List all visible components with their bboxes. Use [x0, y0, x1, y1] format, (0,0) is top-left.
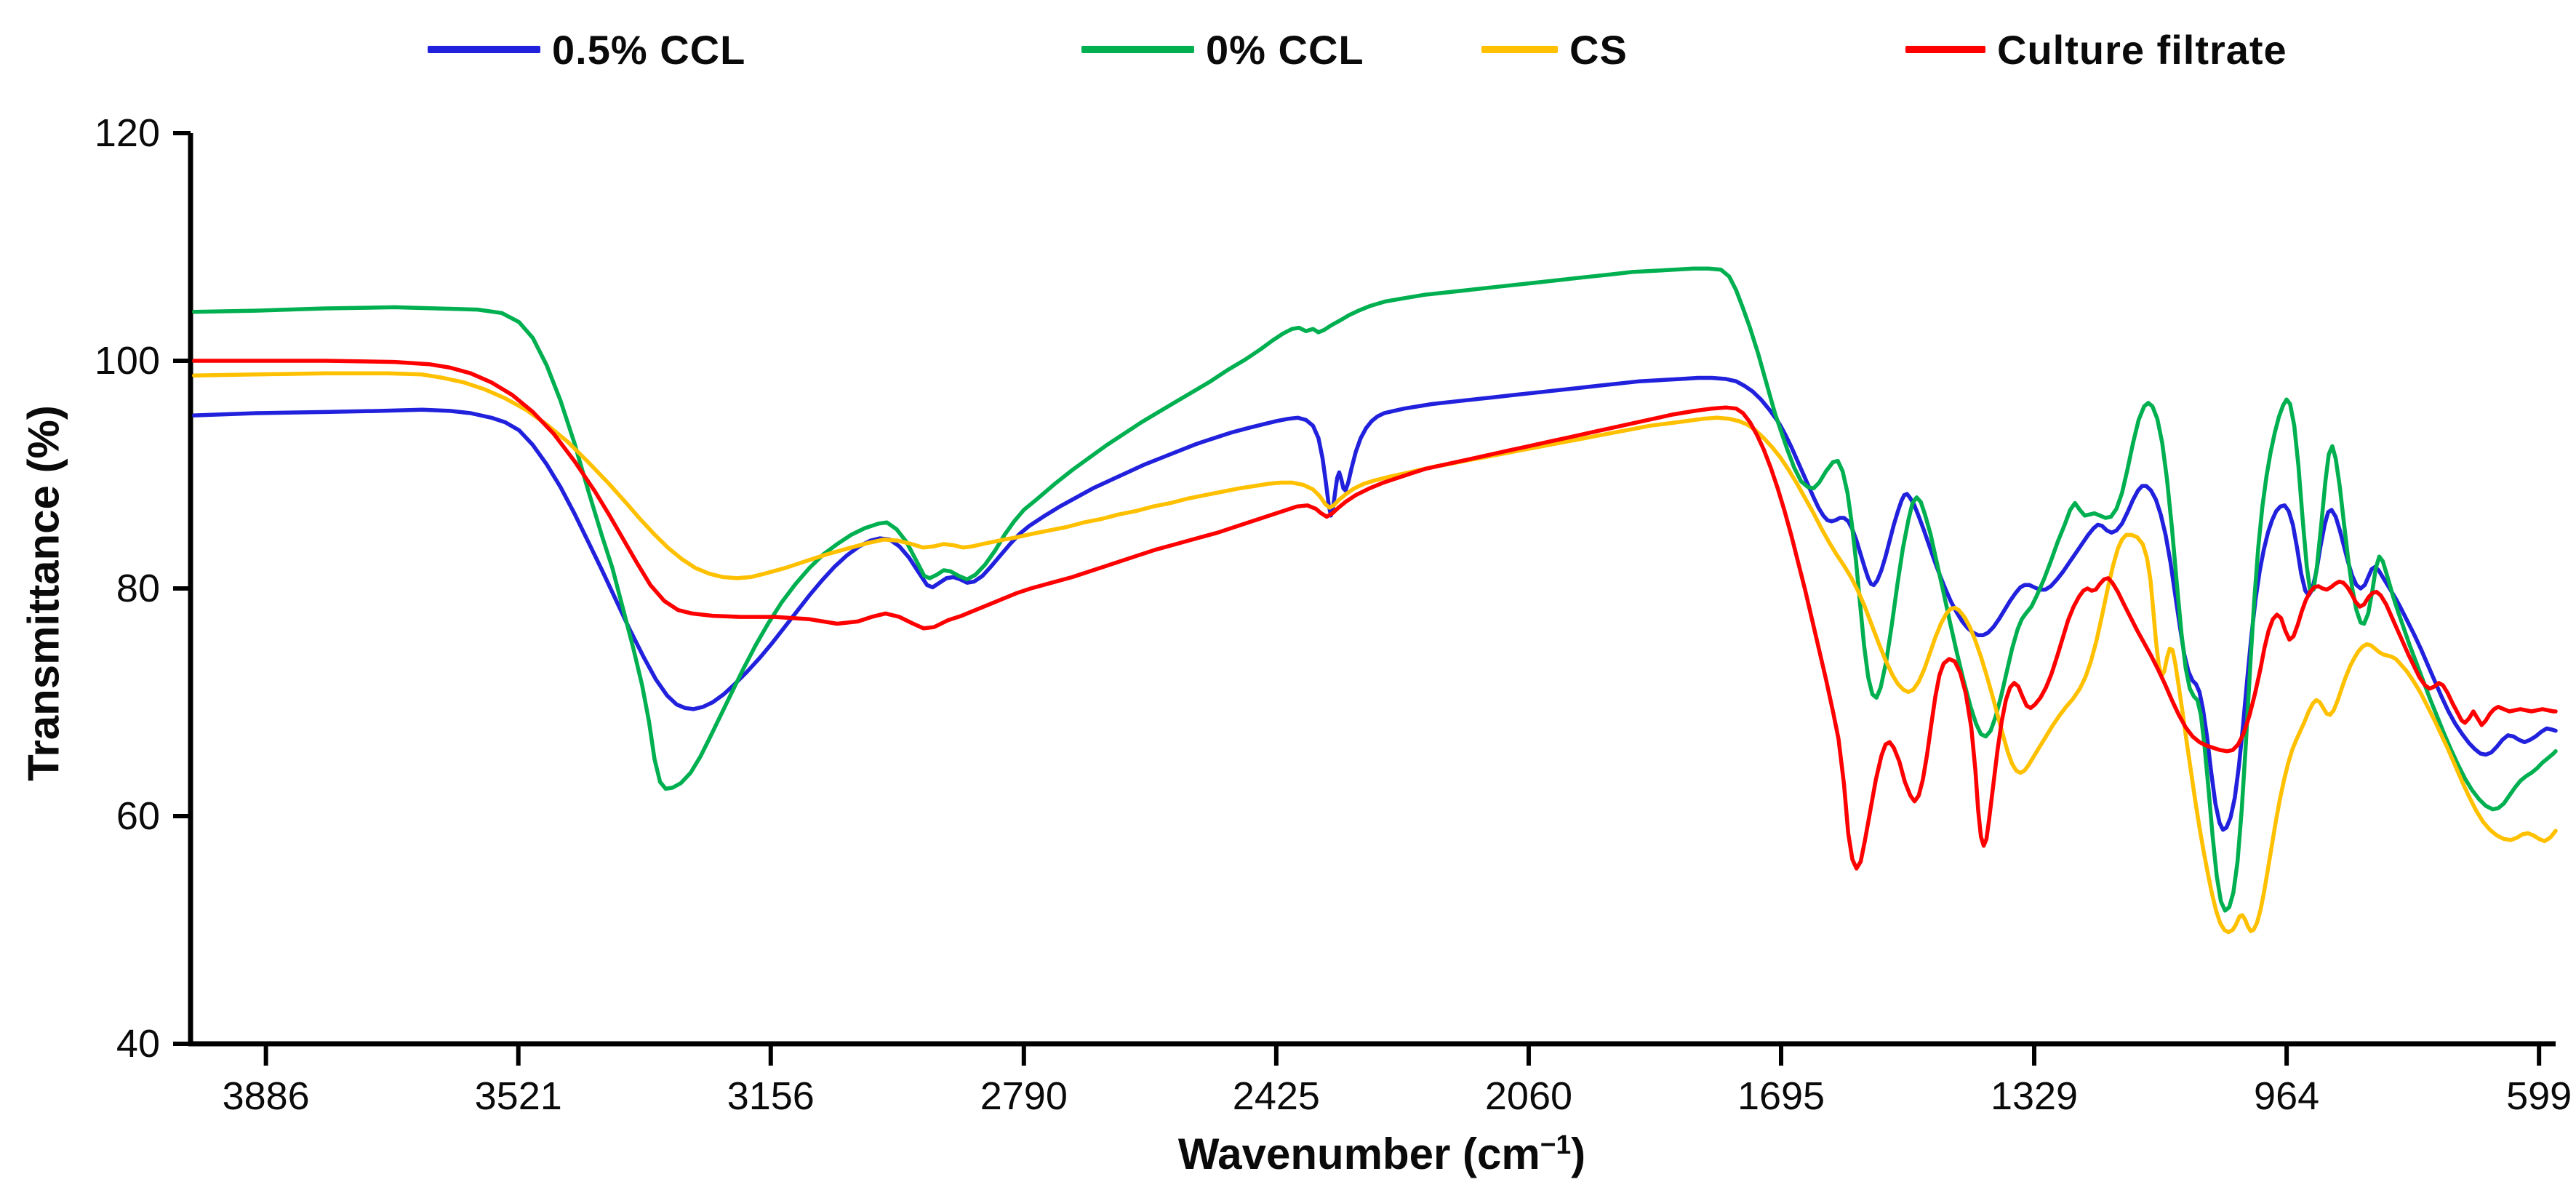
legend-item-culture-filtrate: Culture filtrate [1905, 22, 2287, 77]
spectrum-curve-0-5-ccl [192, 375, 2558, 832]
x-axis-title-close: ) [1571, 1130, 1586, 1178]
x-tick-label: 964 [2254, 1074, 2319, 1118]
legend-label: 0% CCL [1206, 26, 1364, 73]
x-tick-label: 1695 [1737, 1074, 1825, 1118]
x-tick-label: 3886 [223, 1074, 310, 1118]
y-tick-label: 60 [116, 794, 160, 838]
legend-item-05ccl: 0.5% CCL [428, 22, 745, 77]
y-tick-label: 80 [116, 567, 160, 610]
x-tick-label: 1329 [1991, 1074, 2078, 1118]
y-tick-label: 120 [95, 111, 160, 155]
x-axis-title: Wavenumber (cm−1) [873, 1129, 1891, 1179]
x-tick-label: 2790 [980, 1074, 1068, 1118]
spectrum-curve-cs [192, 371, 2558, 935]
legend-line-swatch-red [1905, 46, 1985, 53]
x-tick-label: 3156 [727, 1074, 815, 1118]
legend: 0.5% CCL 0% CCL CS Culture filtrate [0, 22, 2576, 80]
legend-label: Culture filtrate [1997, 26, 2287, 73]
x-tick-label: 3521 [475, 1074, 562, 1118]
x-tick-label: 599 [2506, 1074, 2572, 1118]
legend-item-cs: CS [1481, 22, 1628, 77]
legend-item-0ccl: 0% CCL [1081, 22, 1364, 77]
legend-line-swatch-green [1081, 46, 1194, 53]
spectrum-curve-culture-filtrate [192, 359, 2558, 871]
legend-line-swatch-blue [428, 46, 540, 53]
x-axis-title-superscript: −1 [1540, 1129, 1572, 1159]
y-tick-label: 40 [116, 1022, 160, 1066]
legend-label: CS [1569, 26, 1628, 73]
legend-line-swatch-yellow [1481, 46, 1558, 53]
x-tick-label: 2425 [1233, 1074, 1320, 1118]
y-tick-label: 100 [95, 339, 160, 383]
x-axis-title-main: Wavenumber (cm [1177, 1130, 1540, 1178]
spectrum-curve-0-ccl [192, 266, 2558, 913]
x-tick-label: 2060 [1485, 1074, 1572, 1118]
legend-label: 0.5% CCL [552, 26, 746, 73]
